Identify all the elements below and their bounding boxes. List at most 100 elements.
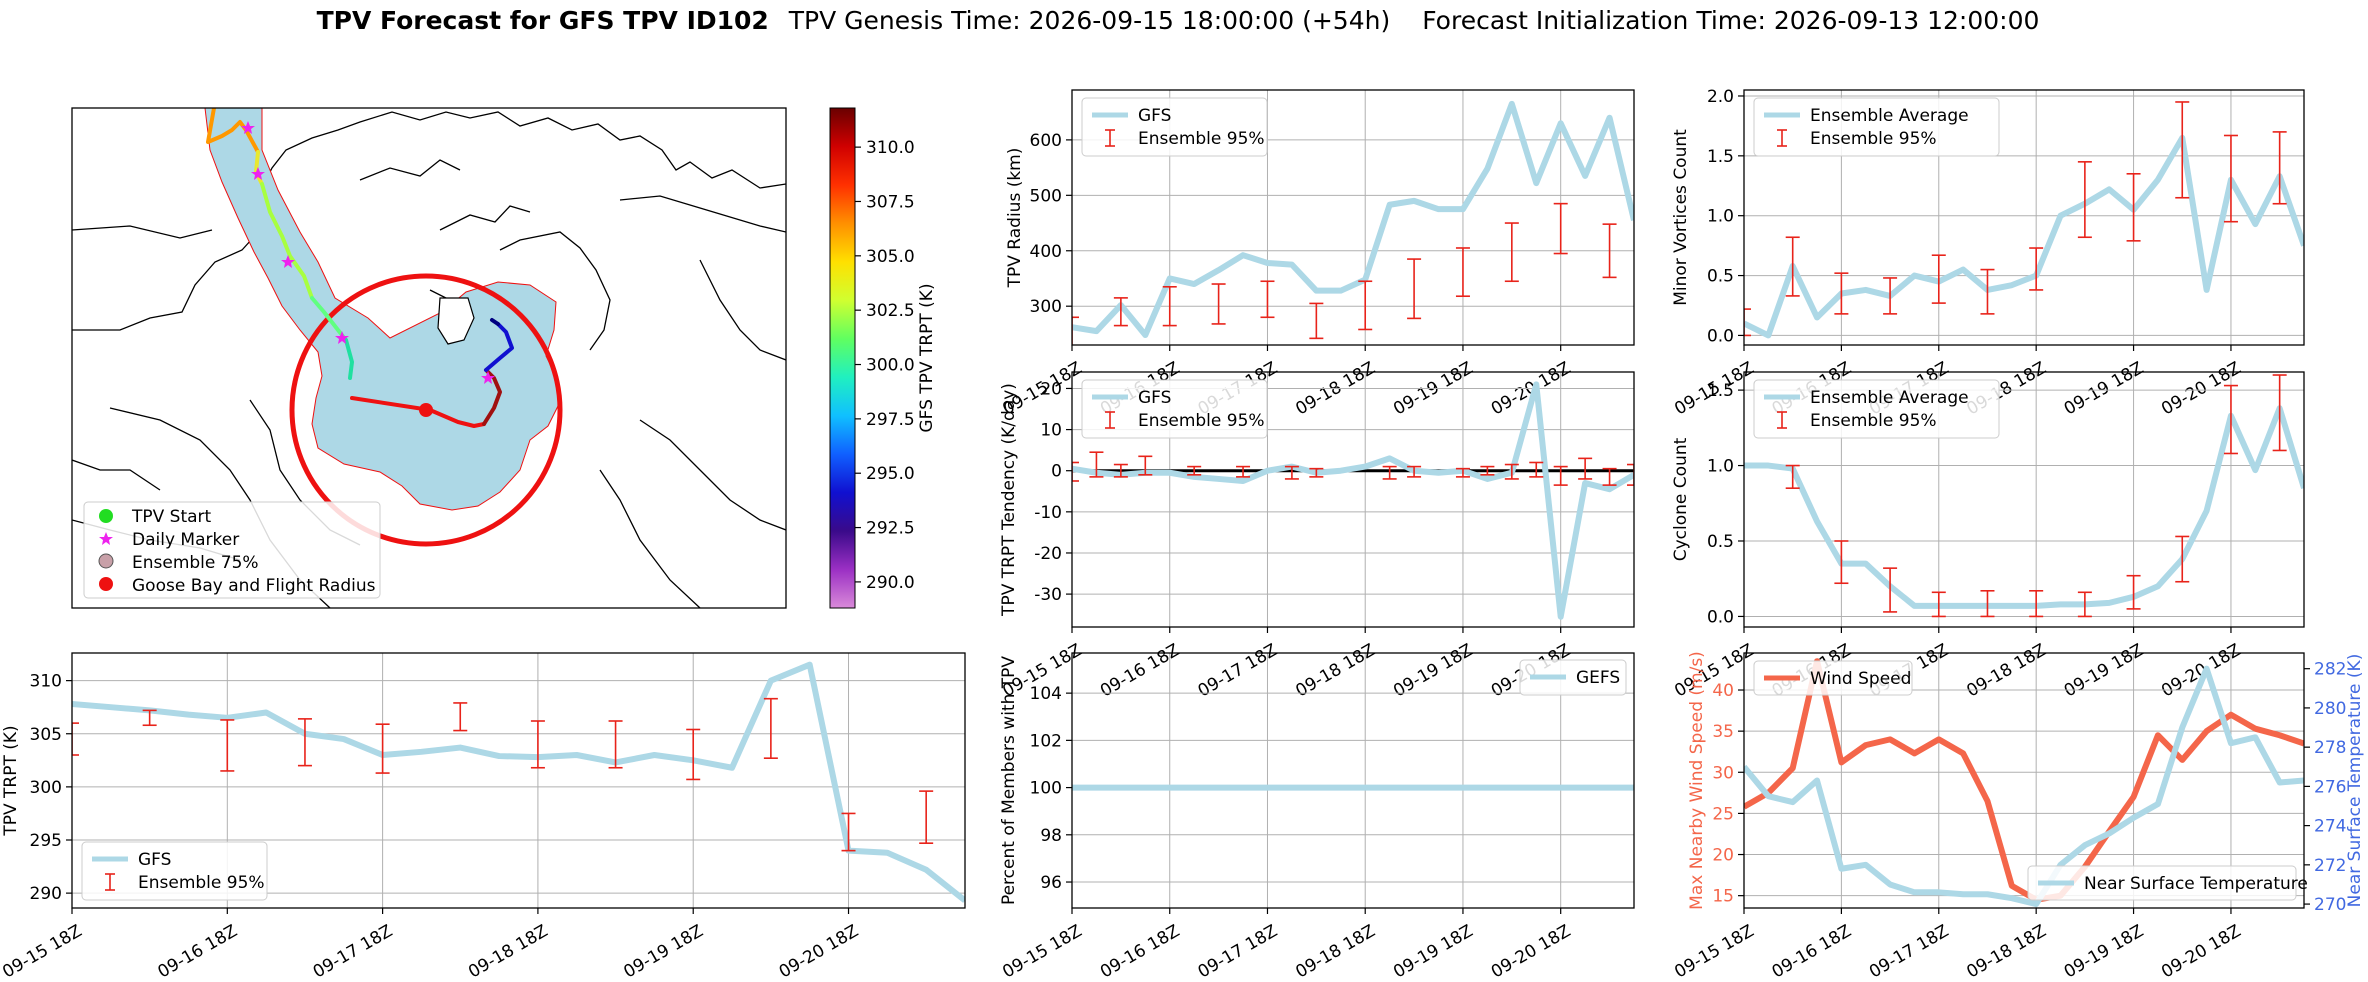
panel-percent-members: 96 98 100 102 104 09-15 18Z 09-16 18Z 09-17 18Z…	[999, 652, 1635, 982]
x-tick-label: 09-15 18Z	[1671, 921, 1757, 982]
error-bar	[1260, 280, 1275, 319]
y-tick-label: 0.0	[1707, 607, 1734, 627]
y-tick-label: 98	[1040, 826, 1062, 846]
error-bar	[1744, 308, 1751, 337]
error-bar	[2126, 574, 2141, 610]
y-tick-label-left: 20	[1712, 846, 1734, 866]
x-tick-label: 09-16 18Z	[1097, 921, 1183, 982]
legend-label: GEFS	[1576, 668, 1620, 688]
error-bar	[1113, 297, 1128, 327]
y-tick-label: -30	[1034, 585, 1062, 605]
error-bar	[1553, 202, 1568, 255]
chart-legend: Ensemble Average Ensemble 95%	[1753, 97, 2000, 157]
error-bar	[1602, 223, 1617, 279]
error-bar	[1785, 236, 1800, 297]
error-bar	[375, 723, 390, 774]
legend-label: Wind Speed	[1810, 669, 1911, 689]
colorbar-tick-label: 297.5	[866, 410, 915, 430]
y-tick-label: 600	[1030, 131, 1062, 151]
y-tick-label-right: 274	[2314, 817, 2346, 837]
error-bar	[1627, 463, 1634, 486]
error-bar	[919, 790, 934, 844]
y-axis-label: Minor Vortices Count	[1671, 129, 1691, 306]
chart-legend: GEFS	[1519, 659, 1627, 696]
y-tick-label: 0.5	[1707, 532, 1734, 552]
daily-marker	[251, 167, 265, 180]
legend-goose-bay: Goose Bay and Flight Radius	[132, 576, 376, 596]
x-tick-label: 09-18 18Z	[465, 921, 551, 982]
y-tick-label: 310	[30, 672, 62, 692]
x-tick-label: 09-16 18Z	[1769, 921, 1855, 982]
colorbar-tick-label: 305.0	[866, 247, 915, 267]
error-bar	[1284, 465, 1299, 480]
colorbar: 310.0 307.5 305.0 302.5 300.0 297.5 295.0 292.5…	[829, 107, 937, 609]
y-tick-label-left: 25	[1712, 804, 1734, 824]
chart-legend-wind: Wind Speed	[1753, 660, 1913, 696]
y-tick-label: 300	[30, 778, 62, 798]
legend-tpv-start-icon	[99, 509, 113, 523]
error-bar	[1980, 589, 1995, 618]
x-tick-label: 09-17 18Z	[310, 921, 396, 982]
legend-label: Ensemble 95%	[138, 873, 265, 893]
legend-daily-marker-icon	[99, 532, 113, 545]
error-bar	[2077, 161, 2092, 239]
daily-marker	[241, 121, 255, 134]
legend-label: Ensemble 95%	[1810, 411, 1937, 431]
legend-label: Near Surface Temperature	[2084, 874, 2308, 894]
y-tick-label: 104	[1030, 684, 1062, 704]
y-tick-label-left: 15	[1712, 887, 1734, 907]
error-bar	[1309, 467, 1324, 478]
map-legend: TPV Start Daily Marker Ensemble 75% Goos…	[83, 501, 381, 599]
x-tick-label: 09-18 18Z	[1963, 640, 2049, 701]
colorbar-label: GFS TPV TRPT (K)	[917, 283, 937, 432]
x-tick-label: 09-20 18Z	[1488, 921, 1574, 982]
y-axis-label: Percent of Members with TPV	[999, 656, 1019, 905]
plot-area	[1744, 374, 2304, 618]
y-tick-label: -20	[1034, 544, 1062, 564]
error-bar	[1883, 277, 1898, 315]
x-tick-label: 09-19 18Z	[2061, 921, 2147, 982]
error-bar	[453, 702, 468, 732]
colorbar-ticks: 310.0 307.5 305.0 302.5 300.0 297.5 295.0 292.5…	[855, 138, 915, 593]
error-bar	[1138, 455, 1153, 476]
ensemble-75-region	[204, 108, 561, 511]
panel-wind-temperature: 09-15 18Z 09-16 18Z 09-17 18Z 09-18 18Z 09-1…	[1671, 651, 2365, 982]
error-bar	[220, 719, 235, 772]
legend-errorbar-swatch	[1777, 129, 1787, 147]
error-bar	[841, 812, 856, 852]
error-bar	[1480, 465, 1495, 476]
error-bar	[1980, 268, 1995, 315]
y-axis-label-right: Near Surface Temperature (K)	[2345, 654, 2365, 908]
x-tick-label: 09-18 18Z	[1292, 921, 1378, 982]
error-bar	[763, 697, 778, 759]
error-bar	[2272, 131, 2287, 205]
y-tick-label-left: 35	[1712, 722, 1734, 742]
map-content	[72, 108, 786, 608]
chart-legend: GFS Ensemble 95%	[1081, 379, 1268, 439]
y-tick-label-right: 276	[2314, 777, 2346, 797]
y-tick-label-right: 278	[2314, 738, 2346, 758]
y-tick-label-left: 40	[1712, 681, 1734, 701]
y-tick-label: 2.0	[1707, 87, 1734, 107]
error-bar	[1883, 567, 1898, 613]
y-tick-label-right: 272	[2314, 856, 2346, 876]
series-line	[1744, 134, 2304, 339]
legend-label: GFS	[1138, 388, 1171, 408]
plot-area	[1072, 381, 1634, 620]
error-bar	[686, 728, 701, 781]
y-tick-label: 96	[1040, 873, 1062, 893]
error-bar	[2272, 374, 2287, 452]
panel-tpv-trpt: 290 295 300 305 310 09-15 18Z 09-16 18Z 09-17 1…	[0, 652, 966, 982]
error-bar	[1162, 285, 1177, 327]
x-tick-label: 09-19 18Z	[1390, 921, 1476, 982]
error-bar	[1602, 467, 1617, 486]
x-tick-label: 09-18 18Z	[1963, 921, 2049, 982]
x-tick-label: 09-17 18Z	[1866, 921, 1952, 982]
y-tick-label: 295	[30, 831, 62, 851]
error-bar	[608, 720, 623, 769]
series-line	[72, 661, 965, 903]
colorbar-tick-label: 302.5	[866, 301, 915, 321]
x-tick-label: 09-20 18Z	[2158, 921, 2244, 982]
